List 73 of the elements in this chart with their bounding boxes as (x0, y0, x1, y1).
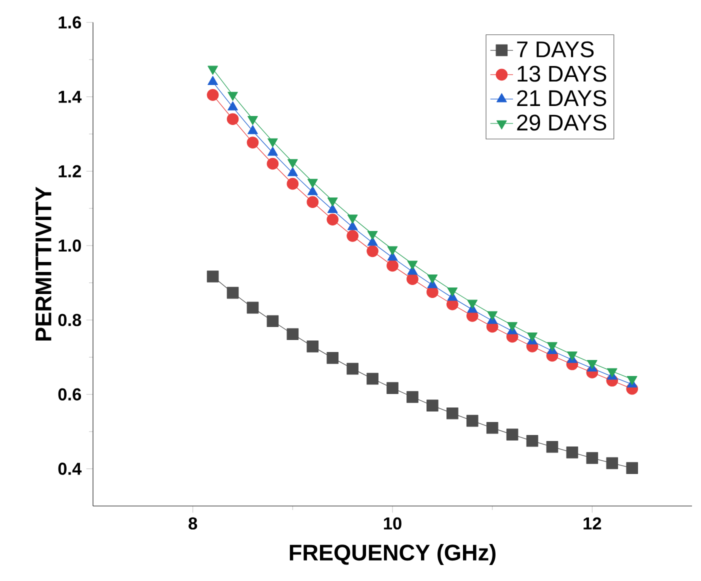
point (567, 351, 578, 361)
point (286, 178, 299, 190)
point (307, 178, 318, 188)
point (447, 287, 458, 297)
y-tick-label: 1.6 (58, 16, 82, 29)
y-tick-label: 1.0 (58, 239, 81, 252)
y-tick-label: 1.4 (58, 90, 82, 103)
point (306, 340, 319, 352)
point (208, 76, 218, 86)
point (226, 113, 239, 126)
x-axis-title: FREQUENCY (GHz) (290, 544, 496, 566)
point (546, 440, 558, 453)
point (586, 452, 598, 464)
y-axis-title: PERMITTIVITY (36, 186, 52, 340)
point (566, 446, 578, 458)
point (387, 246, 398, 256)
point (307, 186, 318, 196)
point (466, 414, 478, 427)
point (246, 302, 259, 314)
legend-label: 21 DAYS (517, 90, 606, 106)
point (206, 89, 219, 101)
point (246, 136, 259, 148)
point (606, 368, 618, 378)
point (248, 125, 258, 134)
point (347, 221, 358, 230)
x-tick-label: 12 (584, 517, 602, 530)
point (526, 434, 538, 447)
point (367, 230, 378, 240)
point (327, 197, 338, 206)
point (226, 286, 239, 299)
point (446, 407, 458, 420)
point (288, 159, 298, 168)
point (386, 382, 398, 394)
y-tick-label: 0.8 (58, 314, 82, 326)
point (346, 230, 358, 242)
point (407, 260, 418, 270)
point (366, 245, 378, 258)
point (626, 462, 638, 474)
point (506, 428, 518, 440)
x-tick-label: 8 (188, 517, 198, 530)
point (326, 352, 339, 364)
legend-label: 13 DAYS (518, 66, 606, 82)
point (486, 422, 498, 434)
point (386, 260, 398, 272)
legend-label: 29 DAYS (517, 114, 606, 131)
point (266, 315, 279, 328)
legend-label: 7 DAYS (517, 41, 594, 58)
point (268, 146, 278, 156)
x-tick-label: 10 (384, 517, 402, 530)
point (206, 270, 219, 282)
point (208, 66, 218, 75)
point (266, 158, 279, 170)
point (427, 274, 438, 284)
point (606, 457, 618, 470)
y-tick-label: 0.4 (58, 462, 82, 475)
point (286, 328, 299, 340)
point (487, 311, 498, 320)
point (327, 204, 338, 214)
point (306, 196, 319, 208)
point (288, 167, 298, 176)
point (248, 116, 258, 126)
point (467, 300, 478, 309)
point (547, 342, 558, 352)
point (426, 400, 438, 412)
point (406, 391, 418, 403)
point (228, 92, 238, 101)
point (268, 138, 278, 148)
point (346, 362, 358, 375)
y-tick-label: 0.6 (58, 388, 82, 401)
y-tick-label: 1.2 (58, 165, 81, 178)
point (406, 273, 418, 285)
point (326, 214, 339, 226)
point (366, 372, 378, 385)
